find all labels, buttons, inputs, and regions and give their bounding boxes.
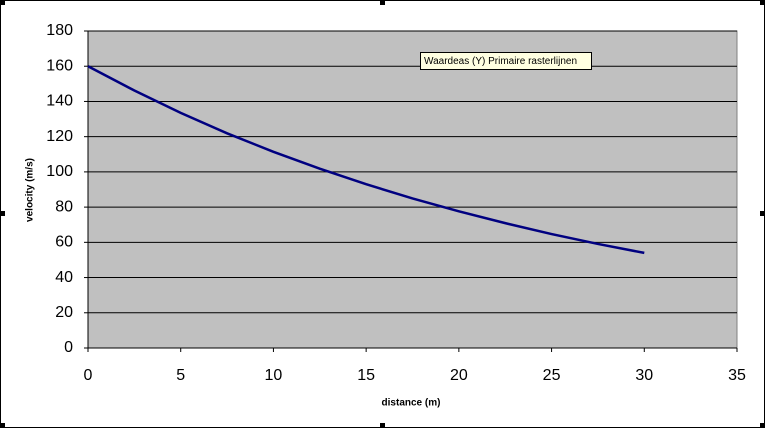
y-tick-label: 140	[46, 93, 73, 110]
x-tick-label: 25	[543, 367, 561, 384]
line-series	[87, 65, 645, 255]
tooltip-text: Waardeas (Y) Primaire rasterlijnen	[424, 56, 577, 67]
x-tick-label: 15	[357, 367, 375, 384]
y-tick-label: 100	[46, 163, 73, 180]
x-tick-label: 35	[728, 367, 746, 384]
y-tick-label: 120	[46, 128, 73, 145]
y-tick-label: 180	[46, 22, 73, 39]
tooltip-box	[420, 52, 592, 70]
y-axis-label: velocity (m/s)	[25, 158, 36, 222]
x-tick-label: 0	[84, 367, 93, 384]
x-axis-label: distance (m)	[382, 398, 441, 409]
y-tick-label: 80	[55, 198, 73, 215]
y-tick-label: 60	[55, 234, 73, 251]
tooltip: Waardeas (Y) Primaire rasterlijnen	[420, 52, 592, 70]
x-tick-label: 10	[265, 367, 283, 384]
plot-area	[87, 30, 738, 349]
y-tick-label: 160	[46, 57, 73, 74]
y-tick-label: 20	[55, 304, 73, 321]
x-tick-label: 30	[635, 367, 653, 384]
x-tick-label: 5	[176, 367, 185, 384]
y-tick-label: 40	[55, 269, 73, 286]
x-tick-label: 20	[450, 367, 468, 384]
y-tick-label: 0	[64, 339, 73, 356]
